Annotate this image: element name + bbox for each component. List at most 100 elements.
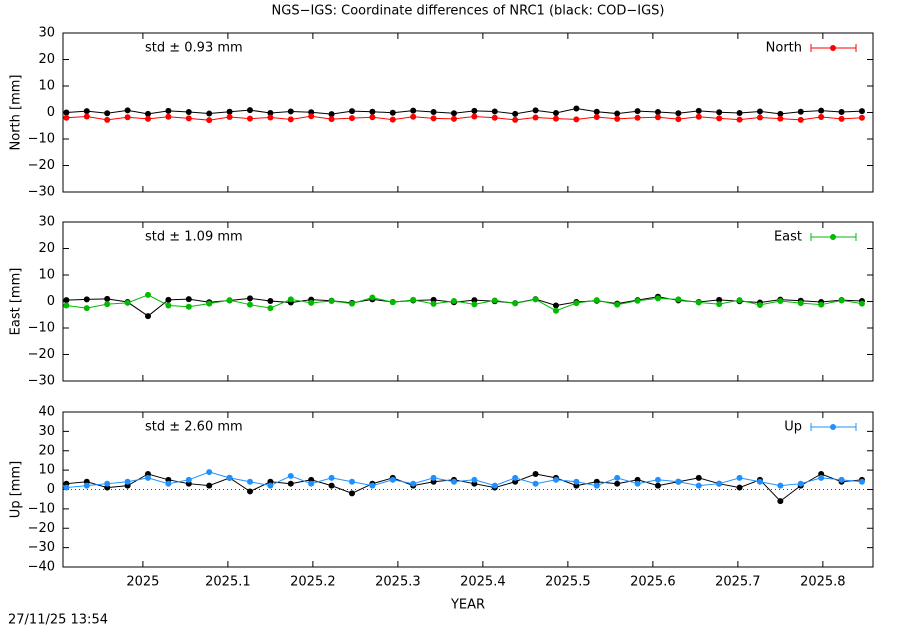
- plot-frame: [62, 411, 874, 568]
- data-point: [348, 490, 355, 497]
- data-point: [695, 113, 702, 120]
- data-point: [165, 113, 172, 120]
- data-point: [471, 297, 478, 304]
- data-point: [369, 482, 376, 489]
- legend-marker: [830, 234, 836, 240]
- data-point: [348, 300, 355, 307]
- x-tick-label: 2025.8: [800, 575, 846, 590]
- data-point: [573, 105, 580, 112]
- data-point: [206, 482, 213, 489]
- data-point: [532, 107, 539, 114]
- data-point: [838, 108, 845, 115]
- data-point: [185, 296, 192, 303]
- data-point: [185, 108, 192, 115]
- data-point: [614, 474, 621, 481]
- data-point: [83, 113, 90, 120]
- data-point: [246, 478, 253, 485]
- data-point: [185, 303, 192, 310]
- data-point: [63, 484, 70, 491]
- y-tick-label: 0: [47, 294, 55, 309]
- data-point: [83, 305, 90, 312]
- data-point: [654, 295, 661, 302]
- data-point: [512, 116, 519, 123]
- data-point: [818, 301, 825, 308]
- chart-title: NGS−IGS: Coordinate differences of NRC1 …: [272, 4, 665, 19]
- data-point: [491, 297, 498, 304]
- data-point: [246, 488, 253, 495]
- y-tick-label: −30: [28, 185, 55, 200]
- data-point: [736, 297, 743, 304]
- data-point: [410, 107, 417, 114]
- data-point: [695, 299, 702, 306]
- data-point: [83, 482, 90, 489]
- data-point: [267, 482, 274, 489]
- y-tick-label: −30: [28, 540, 55, 555]
- data-point: [797, 300, 804, 307]
- data-point: [512, 110, 519, 117]
- data-point: [838, 115, 845, 122]
- timestamp: 27/11/25 13:54: [8, 613, 108, 628]
- data-point: [63, 297, 70, 304]
- data-point: [369, 294, 376, 301]
- annotation: std ± 2.60 mm: [145, 420, 243, 435]
- y-tick-label: −20: [28, 158, 55, 173]
- y-tick-label: −10: [28, 132, 55, 147]
- x-tick-label: 2025.5: [545, 575, 591, 590]
- data-point: [634, 108, 641, 115]
- x-tick-label: 2025.7: [715, 575, 761, 590]
- x-tick-label: 2025.1: [205, 575, 251, 590]
- data-point: [104, 301, 111, 308]
- data-point: [206, 110, 213, 117]
- data-point: [328, 111, 335, 118]
- x-tick-label: 2025.6: [630, 575, 676, 590]
- y-axis-label: North [mm]: [9, 75, 24, 151]
- data-point: [552, 302, 559, 309]
- data-point: [206, 469, 213, 476]
- data-point: [104, 110, 111, 117]
- data-point: [430, 474, 437, 481]
- data-point: [226, 114, 233, 121]
- data-point: [328, 116, 335, 123]
- data-point: [104, 116, 111, 123]
- annotation: std ± 1.09 mm: [145, 230, 243, 245]
- data-point: [695, 474, 702, 481]
- data-point: [348, 108, 355, 115]
- data-point: [818, 474, 825, 481]
- data-point: [716, 301, 723, 308]
- data-point: [532, 480, 539, 487]
- x-tick-label: 2025.3: [375, 575, 421, 590]
- data-point: [593, 108, 600, 115]
- data-point: [165, 480, 172, 487]
- x-tick-label: 2025: [126, 575, 159, 590]
- data-point: [858, 300, 865, 307]
- y-tick-label: 10: [38, 463, 55, 478]
- data-point: [226, 297, 233, 304]
- y-tick-label: 30: [38, 424, 55, 439]
- data-point: [328, 474, 335, 481]
- data-point: [246, 115, 253, 122]
- data-point: [267, 110, 274, 117]
- data-point: [695, 107, 702, 114]
- data-point: [491, 482, 498, 489]
- data-point: [185, 115, 192, 122]
- data-point: [389, 116, 396, 123]
- y-tick-label: 20: [38, 443, 55, 458]
- data-point: [818, 107, 825, 114]
- data-point: [430, 115, 437, 122]
- data-point: [267, 114, 274, 121]
- data-point: [593, 114, 600, 121]
- data-point: [308, 299, 315, 306]
- data-point: [165, 107, 172, 114]
- y-tick-label: −30: [28, 374, 55, 389]
- data-point: [124, 299, 131, 306]
- series-line: [66, 296, 862, 317]
- y-tick-label: 20: [38, 52, 55, 67]
- data-point: [777, 482, 784, 489]
- data-point: [430, 108, 437, 115]
- data-point: [634, 297, 641, 304]
- data-point: [287, 480, 294, 487]
- data-point: [675, 116, 682, 123]
- data-point: [552, 476, 559, 483]
- data-point: [695, 482, 702, 489]
- data-point: [654, 108, 661, 115]
